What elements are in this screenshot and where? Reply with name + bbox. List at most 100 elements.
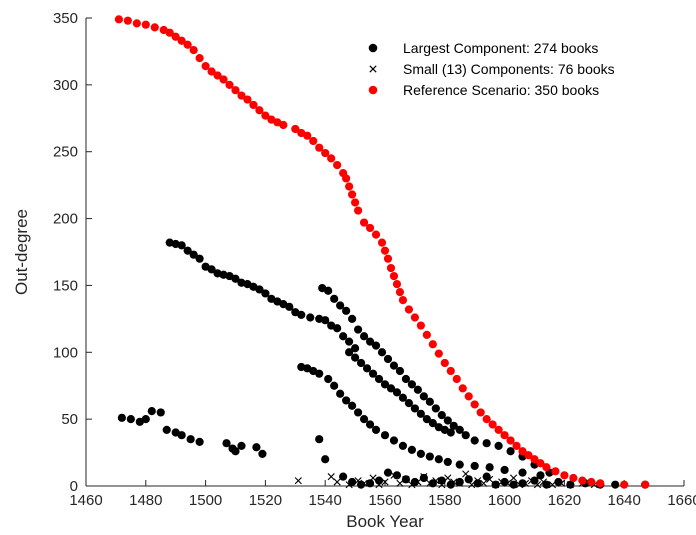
- reference-point: [395, 288, 405, 297]
- reference-point: [530, 455, 539, 464]
- largest-component-point: [470, 461, 479, 471]
- reference-point: [303, 131, 312, 140]
- reference-point: [243, 95, 252, 104]
- largest-component-point: [425, 452, 434, 461]
- largest-component-point: [353, 325, 363, 334]
- reference-point: [536, 459, 545, 468]
- largest-component-point: [348, 314, 357, 323]
- largest-component-point: [339, 472, 348, 481]
- reference-point: [201, 62, 210, 71]
- largest-component-point: [407, 445, 417, 454]
- largest-component-point: [356, 480, 366, 489]
- largest-component-point: [446, 428, 455, 437]
- x-point: [462, 470, 470, 478]
- largest-component-point: [386, 384, 396, 393]
- reference-point: [506, 436, 515, 445]
- largest-component-point: [368, 369, 378, 378]
- largest-component-point: [428, 419, 437, 428]
- x-point: [474, 477, 482, 485]
- largest-component-point: [177, 431, 186, 440]
- reference-point: [569, 473, 578, 483]
- largest-component-point: [377, 348, 387, 357]
- x-point: [390, 471, 398, 479]
- largest-component-point: [222, 439, 231, 448]
- largest-component-point: [156, 408, 165, 417]
- reference-point: [141, 20, 150, 29]
- reference-point: [309, 136, 318, 146]
- x-tick-label: 1540: [309, 492, 342, 509]
- x-tick-label: 1600: [488, 492, 521, 509]
- largest-component-point: [261, 289, 270, 298]
- largest-component-point: [362, 364, 372, 373]
- largest-component-point: [141, 415, 150, 424]
- largest-component-point: [315, 435, 324, 444]
- reference-point: [596, 479, 605, 488]
- x-point: [533, 481, 542, 489]
- x-point: [515, 481, 524, 489]
- largest-component-point: [530, 476, 539, 485]
- x-tick-label: 1460: [69, 492, 102, 509]
- series-2: [114, 15, 650, 489]
- largest-component-point: [252, 443, 261, 452]
- largest-component-point: [371, 341, 381, 350]
- largest-component-point: [509, 480, 518, 489]
- largest-component-point: [195, 254, 204, 263]
- reference-point: [177, 36, 186, 45]
- data-marks: [114, 15, 650, 489]
- y-axis-label: Out-degree: [12, 209, 31, 295]
- axes: 1460 1480 1500 1520 1540 1560 1580 1600 1620 1640…: [53, 10, 696, 509]
- x-point: [504, 479, 512, 487]
- x-point: [294, 477, 302, 485]
- x-point: [480, 479, 488, 487]
- x-point: [360, 479, 368, 487]
- reference-point: [488, 420, 497, 429]
- largest-component-point: [437, 411, 446, 420]
- largest-component-point: [380, 431, 390, 440]
- largest-component-point: [416, 409, 425, 418]
- largest-component-point: [494, 441, 503, 450]
- largest-component-point: [422, 415, 431, 424]
- largest-component-point: [410, 404, 419, 413]
- reference-point: [195, 54, 204, 63]
- reference-point: [428, 340, 437, 349]
- largest-component-point: [342, 306, 351, 315]
- x-tick-label: 1560: [368, 492, 401, 509]
- reference-point: [620, 480, 629, 489]
- largest-component-point: [380, 380, 390, 389]
- reference-point: [255, 106, 264, 115]
- x-point: [426, 479, 434, 487]
- reference-point: [207, 67, 216, 76]
- largest-component-point: [345, 348, 354, 357]
- largest-component-point: [321, 455, 330, 464]
- reference-point: [398, 296, 408, 305]
- legend: Largest Component: 274 books Small (13) C…: [368, 40, 615, 98]
- reference-point: [123, 16, 132, 25]
- x-point: [492, 481, 500, 489]
- x-tick-label: 1520: [249, 492, 282, 509]
- largest-component-point: [315, 369, 324, 378]
- largest-component-point: [449, 421, 458, 430]
- largest-component-point: [389, 361, 399, 370]
- largest-component-point: [231, 447, 240, 456]
- x-point: [450, 478, 458, 486]
- legend-label: Largest Component: 274 books: [403, 40, 598, 56]
- reference-point: [132, 19, 141, 28]
- largest-component-point: [365, 479, 375, 488]
- x-point: [327, 473, 335, 481]
- legend-marker-dot: [368, 43, 378, 53]
- reference-point: [389, 271, 399, 281]
- largest-component-point: [383, 354, 393, 364]
- reference-point: [291, 124, 300, 134]
- y-tick-label: 300: [53, 77, 78, 94]
- x-tick-label: 1620: [548, 492, 581, 509]
- x-point: [432, 477, 440, 485]
- reference-point: [219, 75, 228, 84]
- x-point: [498, 478, 506, 486]
- largest-component-point: [455, 425, 464, 434]
- y-tick-label: 100: [53, 344, 78, 361]
- y-tick-label: 50: [61, 411, 78, 428]
- reference-point: [345, 182, 354, 191]
- largest-component-point: [353, 408, 363, 417]
- largest-component-point: [473, 479, 482, 488]
